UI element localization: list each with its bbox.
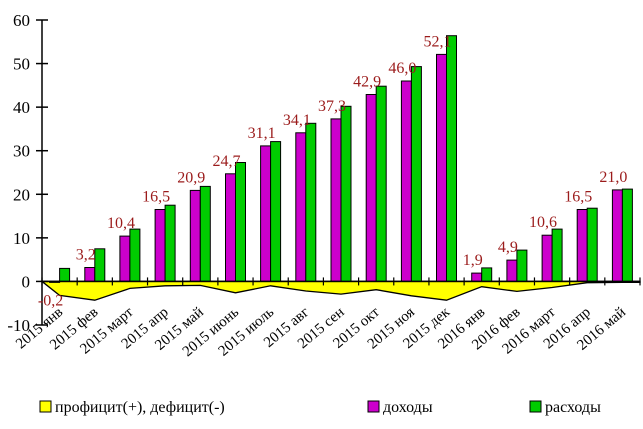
expense-bar [270, 141, 282, 282]
expense-bar [164, 204, 176, 282]
legend: профицит(+), дефицит(-) доходы расходы [39, 399, 601, 416]
income-data-label: 31,1 [248, 125, 276, 142]
y-tick-label: 20 [13, 185, 30, 204]
income-data-label: -0,2 [38, 292, 63, 309]
expense-bar [410, 66, 422, 282]
income-data-label: 1,9 [463, 252, 483, 269]
expense-bar [446, 35, 457, 282]
surplus-deficit-area-layer [40, 280, 641, 301]
legend-label: профицит(+), дефицит(-) [55, 399, 225, 416]
y-tick-label: 0 [22, 272, 31, 291]
income-bar [154, 209, 166, 282]
income-data-label: 24,7 [212, 153, 240, 170]
legend-swatch [529, 400, 542, 413]
bars-layer [49, 35, 633, 283]
expense-bar [375, 85, 387, 282]
y-tick-label: -10 [7, 316, 30, 335]
expense-bar [586, 207, 598, 282]
y-tick-label: 30 [13, 142, 30, 161]
income-bar [330, 118, 342, 282]
y-tick-label: 10 [13, 229, 30, 248]
expense-bar [235, 162, 246, 282]
income-data-label: 20,9 [177, 169, 205, 186]
income-bar [506, 259, 518, 283]
income-bar [541, 234, 553, 282]
legend-swatch [39, 400, 52, 413]
y-tick-label: 50 [13, 55, 30, 74]
income-data-label: 10,6 [529, 214, 557, 231]
legend-swatch [367, 400, 380, 413]
income-data-label: 10,4 [107, 215, 135, 232]
income-bar [295, 132, 307, 282]
income-bar [119, 235, 131, 282]
expense-bar [481, 267, 493, 282]
expense-bar [59, 267, 71, 282]
income-bar [84, 267, 96, 282]
income-data-label: 3,2 [76, 246, 96, 263]
expense-bar [516, 249, 528, 283]
income-bar [225, 173, 236, 282]
expense-bar [551, 228, 563, 282]
income-data-label: 37,3 [318, 98, 346, 115]
income-data-label: 42,9 [353, 74, 381, 91]
expense-bar [94, 248, 106, 283]
expense-bar [621, 188, 633, 283]
income-bar [260, 145, 272, 282]
expense-bar [305, 122, 317, 282]
income-bar [471, 272, 483, 282]
income-data-label: 34,1 [283, 112, 311, 129]
income-bar [189, 189, 201, 282]
income-data-label: 21,0 [599, 169, 627, 186]
y-tick-label: 40 [13, 98, 30, 117]
income-data-label: 16,5 [142, 189, 170, 206]
surplus-deficit-area [40, 280, 641, 301]
income-data-label: 46,0 [388, 60, 416, 77]
income-bar [400, 80, 412, 282]
income-bar [576, 209, 588, 282]
expense-bar [129, 228, 141, 282]
legend-label: расходы [545, 399, 601, 416]
income-data-label: 4,9 [498, 239, 518, 256]
expense-bar [199, 185, 211, 282]
income-bar [611, 189, 623, 282]
income-data-label: 52,1 [424, 33, 452, 50]
expense-bar [340, 105, 352, 282]
legend-label: доходы [383, 399, 433, 416]
income-bar [365, 94, 377, 282]
y-tick-label: 60 [13, 11, 30, 30]
income-bar [436, 53, 447, 282]
axes-layer: -10 0 10 20 30 40 50 60 [7, 11, 641, 335]
income-data-label: 16,5 [564, 189, 592, 206]
